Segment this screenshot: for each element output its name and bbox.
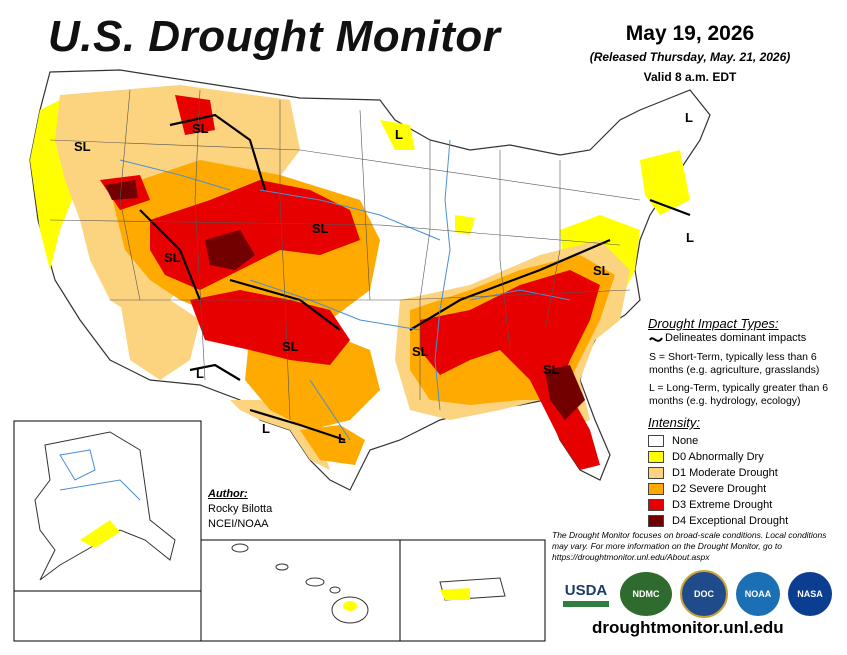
impact-short-term: S = Short-Term, typically less than 6 mo… (649, 351, 820, 376)
usda-logo: USDA (560, 572, 612, 616)
map-label: L (685, 110, 693, 125)
legend-item-d4: D4 Exceptional Drought (648, 513, 788, 529)
intensity-legend: None D0 Abnormally Dry D1 Moderate Droug… (648, 433, 788, 529)
doc-logo: DOC (680, 570, 728, 618)
map-label: L (686, 230, 694, 245)
release-date: (Released Thursday, May. 21, 2026) (589, 50, 791, 64)
impact-types-title: Drought Impact Types: (648, 316, 779, 331)
valid-time: Valid 8 a.m. EDT (643, 70, 737, 84)
author-org: NCEI/NOAA (208, 518, 269, 530)
impact-line-icon (649, 337, 663, 342)
legend-item-d1: D1 Moderate Drought (648, 465, 788, 481)
map-label: L (262, 421, 270, 436)
map-title: U.S. Drought Monitor (48, 12, 501, 61)
impact-delineates: Delineates dominant impacts (665, 332, 807, 344)
legend-item-d0: D0 Abnormally Dry (648, 449, 788, 465)
map-label: SL (543, 362, 560, 377)
map-label: SL (74, 139, 91, 154)
map-date: May 19, 2026 (625, 22, 755, 45)
map-label: L (338, 431, 346, 446)
impact-long-term: L = Long-Term, typically greater than 6 … (649, 382, 829, 407)
map-label: SL (282, 339, 299, 354)
map-label: SL (312, 221, 329, 236)
legend-item-d3: D3 Extreme Drought (648, 497, 788, 513)
map-label: SL (593, 263, 610, 278)
map-label: SL (164, 250, 181, 265)
ndmc-logo: NDMC (620, 572, 672, 616)
partner-logos: USDA NDMC DOC NOAA NASA (560, 570, 832, 618)
intensity-title: Intensity: (648, 415, 701, 430)
noaa-logo: NOAA (736, 572, 780, 616)
author-name: Rocky Bilotta (208, 503, 273, 515)
disclaimer-note: The Drought Monitor focuses on broad-sca… (552, 530, 827, 562)
author-label: Author: (208, 488, 248, 500)
hawaii-inset (200, 539, 401, 642)
legend-item-none: None (648, 433, 788, 449)
legend-item-d2: D2 Severe Drought (648, 481, 788, 497)
website-url[interactable]: droughtmonitor.unl.edu (592, 618, 784, 637)
map-label: L (196, 366, 204, 381)
map-label: SL (192, 121, 209, 136)
author-block: Author: Rocky Bilotta NCEI/NOAA (208, 487, 272, 532)
map-label: SL (412, 344, 429, 359)
hawaii-inset-left (13, 590, 202, 642)
map-label: L (395, 127, 403, 142)
nasa-logo: NASA (788, 572, 832, 616)
